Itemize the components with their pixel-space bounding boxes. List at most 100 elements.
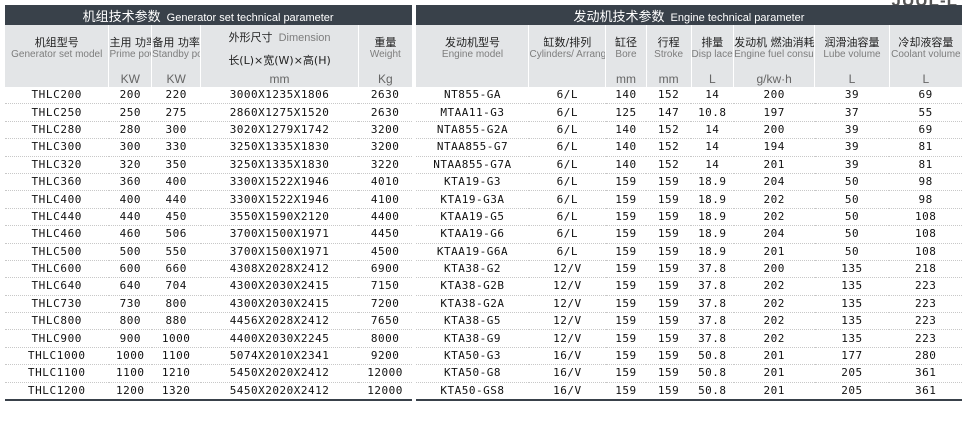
cell-standby-power: 275 <box>151 103 201 122</box>
table-row: THLC200 200 220 3000X1235X1806 2630 NT855-GA 6… <box>4 87 962 105</box>
cell-dimension: 4456X2028X2412 <box>200 312 359 331</box>
cell-engine-model: KTAA19-G5 <box>415 208 529 227</box>
table-row: THLC360 360 400 3300X1522X1946 4010 KTA19-G3 6… <box>4 173 962 192</box>
cell-standby-power: 1320 <box>151 382 201 402</box>
cell-cylinders: 6/L <box>528 173 606 192</box>
cell-standby-power: 1210 <box>151 364 201 383</box>
cell-cylinders: 6/L <box>528 87 606 105</box>
cell-prime-power: 800 <box>108 312 152 331</box>
cell-engine-model: KTA38-G2A <box>415 295 529 314</box>
cell-coolant-volume: 223 <box>889 329 962 348</box>
table-row: THLC640 640 704 4300X2030X2415 7150 KTA38-G2B… <box>4 277 962 296</box>
cell-generator-model: THLC730 <box>4 295 109 314</box>
cell-weight: 2630 <box>358 103 412 122</box>
cell-prime-power: 730 <box>108 295 152 314</box>
cell-fuel-consumption: 200 <box>733 260 815 279</box>
unit-prime: KW <box>108 71 152 87</box>
cell-fuel-consumption: 197 <box>733 103 815 122</box>
cell-displacement: 37.8 <box>691 312 734 331</box>
cell-bore: 159 <box>605 312 647 331</box>
cell-displacement: 18.9 <box>691 190 734 209</box>
cell-stroke: 159 <box>646 277 691 296</box>
cell-bore: 159 <box>605 277 647 296</box>
cell-coolant-volume: 280 <box>889 347 962 366</box>
cell-stroke: 159 <box>646 225 691 244</box>
cell-cylinders: 12/V <box>528 295 606 314</box>
cell-coolant-volume: 361 <box>889 364 962 383</box>
cell-fuel-consumption: 200 <box>733 87 815 105</box>
cell-prime-power: 400 <box>108 190 152 209</box>
cell-standby-power: 660 <box>151 260 201 279</box>
col-header-dimension-sub: 长(L)×宽(W)×高(H) <box>200 49 359 71</box>
cell-prime-power: 300 <box>108 138 152 157</box>
cell-weight: 12000 <box>358 364 412 383</box>
cell-fuel-consumption: 202 <box>733 277 815 296</box>
cell-fuel-consumption: 201 <box>733 347 815 366</box>
cell-stroke: 159 <box>646 364 691 383</box>
cell-fuel-consumption: 202 <box>733 312 815 331</box>
cell-weight: 7150 <box>358 277 412 296</box>
cell-generator-model: THLC320 <box>4 156 109 174</box>
cell-stroke: 147 <box>646 103 691 122</box>
cell-standby-power: 300 <box>151 121 201 140</box>
cell-bore: 159 <box>605 329 647 348</box>
cell-cylinders: 6/L <box>528 243 606 261</box>
cell-coolant-volume: 223 <box>889 295 962 314</box>
cell-standby-power: 220 <box>151 87 201 105</box>
cell-generator-model: THLC440 <box>4 208 109 227</box>
cell-dimension: 3300X1522X1946 <box>200 190 359 209</box>
cell-coolant-volume: 223 <box>889 312 962 331</box>
cell-stroke: 159 <box>646 260 691 279</box>
col-header-engine-model: 发动机型号 Engine model <box>415 25 529 71</box>
cell-weight: 3200 <box>358 121 412 140</box>
cell-engine-model: KTA19-G3A <box>415 190 529 209</box>
cell-bore: 140 <box>605 156 647 174</box>
cell-displacement: 50.8 <box>691 382 734 402</box>
cell-stroke: 159 <box>646 295 691 314</box>
cell-bore: 159 <box>605 190 647 209</box>
unit-lube: L <box>814 71 890 87</box>
cell-prime-power: 440 <box>108 208 152 227</box>
cell-standby-power: 880 <box>151 312 201 331</box>
cell-lube-volume: 39 <box>814 121 890 140</box>
cell-bore: 159 <box>605 173 647 192</box>
cell-displacement: 37.8 <box>691 329 734 348</box>
col-header-fuel: 发动机 燃油消耗率Engine fuel consumption rate <box>733 25 815 71</box>
cell-displacement: 18.9 <box>691 243 734 261</box>
cell-displacement: 37.8 <box>691 260 734 279</box>
cell-fuel-consumption: 201 <box>733 364 815 383</box>
cell-displacement: 14 <box>691 87 734 105</box>
unit-standby: KW <box>151 71 201 87</box>
cell-lube-volume: 177 <box>814 347 890 366</box>
col-header-lube: 润滑油容量 Lube volume <box>814 25 890 71</box>
col-header-stroke: 行程 Stroke <box>645 25 691 71</box>
cell-coolant-volume: 108 <box>889 225 962 244</box>
unit-bore: mm <box>605 71 647 87</box>
cell-engine-model: NT855-GA <box>415 87 529 105</box>
cell-fuel-consumption: 201 <box>733 382 815 402</box>
cell-coolant-volume: 108 <box>889 208 962 227</box>
cell-dimension: 4308X2028X2412 <box>200 260 359 279</box>
cell-coolant-volume: 69 <box>889 87 962 105</box>
table-row: THLC250 250 275 2860X1275X1520 2630 MTAA11-G3… <box>4 103 962 122</box>
cell-bore: 159 <box>605 225 647 244</box>
cell-fuel-consumption: 201 <box>733 156 815 174</box>
cell-coolant-volume: 81 <box>889 138 962 157</box>
cell-displacement: 10.8 <box>691 103 734 122</box>
table-row: THLC500 500 550 3700X1500X1971 4500 KTAA19-G6… <box>4 243 962 261</box>
cell-bore: 140 <box>605 121 647 140</box>
cell-cylinders: 6/L <box>528 121 606 140</box>
generator-title-zh: 机组技术参数 <box>82 9 161 25</box>
cell-cylinders: 6/L <box>528 103 606 122</box>
cell-standby-power: 1100 <box>151 347 201 366</box>
cell-engine-model: NTAA855-G7 <box>415 138 529 157</box>
cell-bore: 159 <box>605 295 647 314</box>
col-header-dimension: 外形尺寸 Dimension <box>200 25 359 49</box>
cell-displacement: 18.9 <box>691 208 734 227</box>
cell-weight: 6900 <box>358 260 412 279</box>
cell-dimension: 3250X1335X1830 <box>200 138 359 157</box>
cell-cylinders: 6/L <box>528 208 606 227</box>
